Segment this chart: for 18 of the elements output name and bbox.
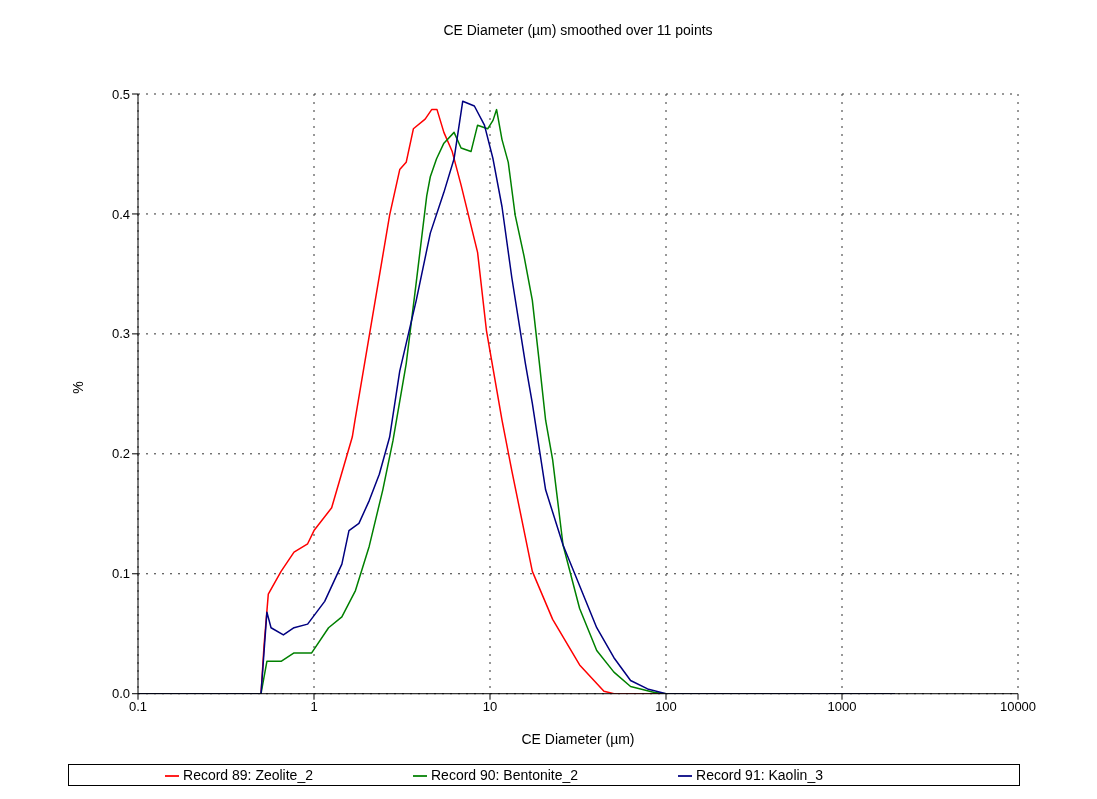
x-axis-title: CE Diameter (µm) [521, 730, 635, 747]
y-tick-label: 0.2 [111, 446, 130, 462]
x-tick-label: 1000 [827, 698, 857, 714]
y-tick-label: 0.0 [111, 686, 130, 702]
x-tick-label: 10000 [999, 698, 1037, 714]
y-tick-label: 0.1 [111, 566, 130, 582]
legend-label: Record 91: Kaolin_3 [696, 766, 823, 783]
legend-label: Record 89: Zeolite_2 [183, 766, 313, 783]
chart-title: CE Diameter (µm) smoothed over 11 points [442, 22, 714, 38]
x-tick-label: 1 [310, 698, 318, 714]
x-tick-label: 0.1 [128, 698, 148, 714]
y-tick-label: 0.5 [111, 86, 130, 102]
y-tick-label: 0.3 [111, 326, 130, 342]
x-tick-label: 10 [482, 698, 498, 714]
legend-label: Record 90: Bentonite_2 [430, 766, 579, 783]
x-tick-label: 100 [655, 698, 677, 714]
y-axis-title: % [69, 381, 86, 394]
y-tick-label: 0.4 [111, 206, 130, 222]
